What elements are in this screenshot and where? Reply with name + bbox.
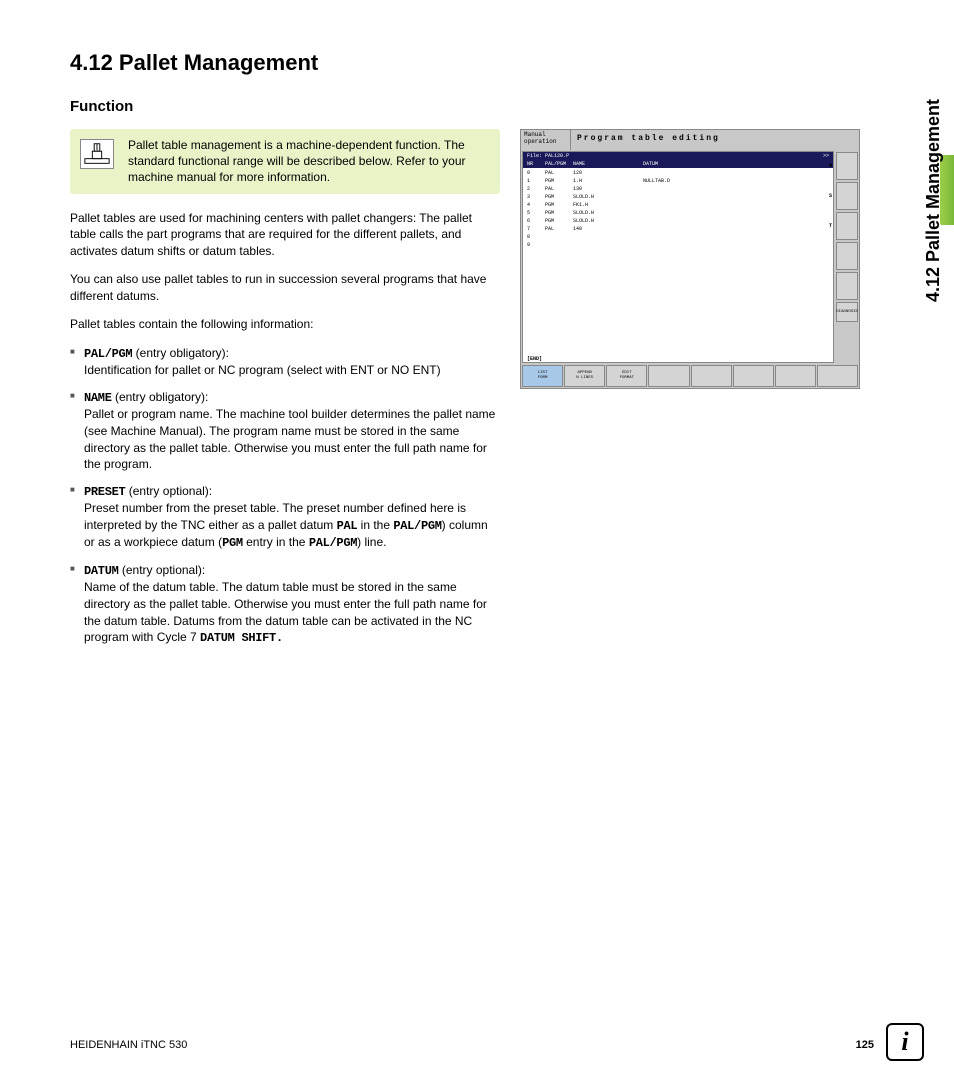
bottom-softkeys: LISTFORMAPPENDN LINESEDITFORMAT	[521, 364, 859, 388]
diagnosis-button[interactable]: DIAGNOSIS	[836, 302, 858, 322]
table-row: 3PGMSLOLD.H	[527, 193, 829, 201]
tnc-screenshot: Manual operation Program table editing F…	[520, 129, 860, 389]
side-tab-text: 4.12 Pallet Management	[924, 98, 945, 301]
side-button[interactable]	[836, 242, 858, 270]
info-icon: i	[886, 1023, 924, 1061]
softkey[interactable]	[775, 365, 816, 387]
inline-mono: PGM	[222, 536, 243, 550]
list-item: DATUM (entry optional): Name of the datu…	[70, 562, 500, 647]
inline-mono: PAL	[337, 519, 358, 533]
table-row: 0PAL120	[527, 169, 829, 177]
description: Pallet or program name. The machine tool…	[84, 407, 495, 471]
list-item: PAL/PGM (entry obligatory): Identificati…	[70, 345, 500, 379]
desc-part: entry in the	[243, 535, 309, 549]
table-row: 2PAL130	[527, 185, 829, 193]
footer-left: HEIDENHAIN iTNC 530	[70, 1039, 187, 1051]
desc-part: ) line.	[357, 535, 386, 549]
paragraph-2: You can also use pallet tables to run in…	[70, 271, 500, 304]
right-column: Manual operation Program table editing F…	[520, 129, 860, 389]
table-row: 6PGMSLOLD.H	[527, 217, 829, 225]
note-box: Pallet table management is a machine-dep…	[70, 129, 500, 194]
term: DATUM	[84, 564, 119, 578]
column-headers: NR PAL/PGM NAME DATUM	[523, 160, 833, 168]
term: NAME	[84, 391, 112, 405]
file-bar: File: PAL120.P >>	[523, 152, 833, 160]
table-row: 1PGM1.HNULLTAB.D	[527, 177, 829, 185]
desc-part: in the	[357, 518, 393, 532]
side-tab: 4.12 Pallet Management	[914, 30, 954, 370]
side-button[interactable]: M	[836, 152, 858, 180]
note-text: Pallet table management is a machine-dep…	[128, 137, 490, 186]
qualifier: (entry obligatory):	[132, 346, 229, 360]
softkey[interactable]	[648, 365, 689, 387]
term: PRESET	[84, 485, 125, 499]
sub-heading: Function	[70, 98, 874, 115]
side-button[interactable]: S	[836, 182, 858, 210]
table-row: 4PGMFK1.H	[527, 201, 829, 209]
side-button[interactable]: T	[836, 212, 858, 240]
left-column: Pallet table management is a machine-dep…	[70, 129, 500, 657]
side-button[interactable]	[836, 272, 858, 300]
softkey[interactable]: APPENDN LINES	[564, 365, 605, 387]
inline-mono: PAL/PGM	[393, 519, 441, 533]
table-rows: 0PAL1201PGM1.HNULLTAB.D2PAL1303PGMSLOLD.…	[523, 168, 833, 356]
softkey[interactable]	[691, 365, 732, 387]
softkey[interactable]	[733, 365, 774, 387]
table-row: 8	[527, 233, 829, 241]
qualifier: (entry optional):	[125, 484, 212, 498]
desc-part: Name of the datum table. The datum table…	[84, 580, 487, 644]
main-heading: 4.12 Pallet Management	[70, 50, 874, 76]
machine-icon	[80, 139, 114, 169]
table-area: File: PAL120.P >> NR PAL/PGM NAME DATUM …	[522, 151, 834, 363]
end-marker: [END]	[523, 356, 833, 362]
list-item: NAME (entry obligatory): Pallet or progr…	[70, 389, 500, 473]
definition-list: PAL/PGM (entry obligatory): Identificati…	[70, 345, 500, 647]
softkey[interactable]: EDITFORMAT	[606, 365, 647, 387]
softkey[interactable]	[817, 365, 858, 387]
description: Identification for pallet or NC program …	[84, 363, 441, 377]
page-number: 125	[856, 1039, 874, 1051]
inline-mono: PAL/PGM	[309, 536, 357, 550]
table-row: 9	[527, 241, 829, 249]
page-footer: HEIDENHAIN iTNC 530 125	[70, 1039, 874, 1051]
softkey[interactable]: LISTFORM	[522, 365, 563, 387]
paragraph-1: Pallet tables are used for machining cen…	[70, 210, 500, 260]
table-row: 7PAL140	[527, 225, 829, 233]
screen-title: Program table editing	[571, 130, 859, 150]
list-item: PRESET (entry optional): Preset number f…	[70, 483, 500, 552]
qualifier: (entry optional):	[119, 563, 206, 577]
side-buttons: M S T DIAGNOSIS	[835, 150, 859, 364]
qualifier: (entry obligatory):	[112, 390, 209, 404]
table-row: 5PGMSLOLD.H	[527, 209, 829, 217]
inline-mono: DATUM SHIFT.	[200, 631, 283, 645]
paragraph-3: Pallet tables contain the following info…	[70, 316, 500, 333]
mode-label: Manual operation	[521, 130, 571, 150]
term: PAL/PGM	[84, 347, 132, 361]
